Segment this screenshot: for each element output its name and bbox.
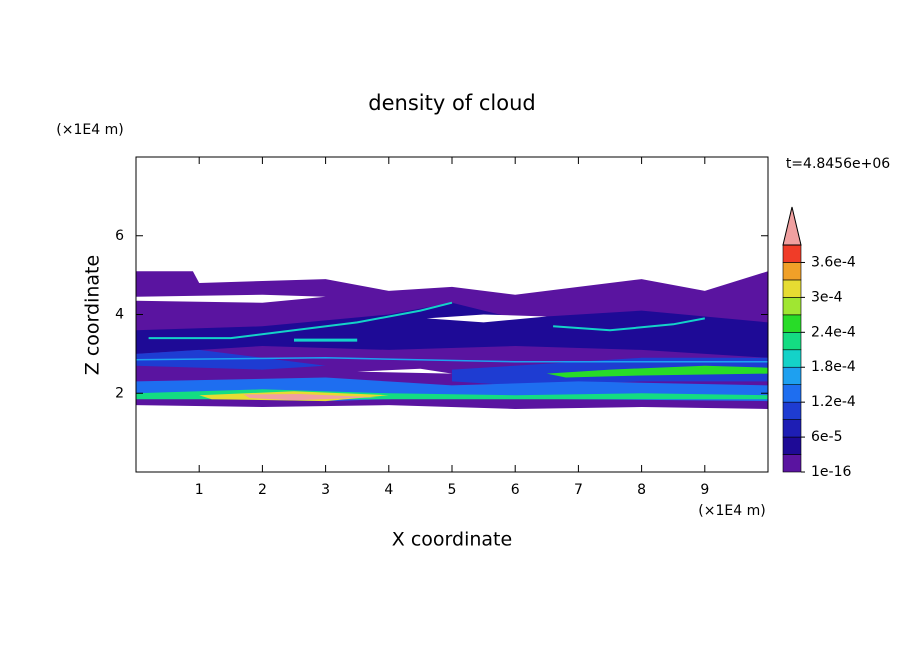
time-label: t=4.8456e+06 <box>786 156 890 172</box>
colorbar-tick-label: 1.8e-4 <box>811 359 856 375</box>
colorbar-tick-label: 6e-5 <box>811 429 842 445</box>
x-tick-label: 9 <box>700 482 709 498</box>
colorbar-tick-label: 2.4e-4 <box>811 324 856 340</box>
y-axis-label: Z coordinate <box>82 255 104 375</box>
contour-streak <box>553 317 705 332</box>
colorbar-box <box>782 279 802 298</box>
contour-region <box>546 365 768 378</box>
colorbar-box <box>782 401 802 420</box>
y-tick-label: 4 <box>115 307 124 323</box>
colorbar-box <box>782 314 802 333</box>
x-tick-label: 5 <box>448 482 457 498</box>
colorbar-box <box>782 349 802 368</box>
contour-region <box>136 349 326 370</box>
contour-streak <box>135 357 768 363</box>
x-tick-label: 6 <box>511 482 520 498</box>
contour-gap <box>426 314 547 323</box>
y-tick-label: 2 <box>115 385 124 401</box>
contour-field <box>135 271 768 411</box>
colorbar-tick-label: 1.2e-4 <box>811 394 856 410</box>
contour-gap <box>136 294 326 303</box>
colorbar-tick-label: 1e-16 <box>811 464 851 480</box>
colorbar-box <box>782 244 802 263</box>
x-tick-label: 7 <box>574 482 583 498</box>
colorbar-box <box>782 332 802 351</box>
contour-streak <box>148 301 453 340</box>
colorbar-box <box>782 366 802 385</box>
x-tick-label: 3 <box>321 482 330 498</box>
colorbar-tick-label: 3.6e-4 <box>811 254 856 270</box>
colorbar-box <box>782 262 802 281</box>
contour-gap <box>357 368 452 374</box>
x-tick-label: 2 <box>258 482 267 498</box>
colorbar-box <box>782 297 802 316</box>
chart-title: density of cloud <box>368 91 535 115</box>
y-unit: (×1E4 m) <box>56 122 123 138</box>
colorbar-box <box>782 454 802 473</box>
colorbar-box <box>782 384 802 403</box>
x-unit: (×1E4 m) <box>698 503 765 519</box>
y-tick-label: 6 <box>115 228 124 244</box>
colorbar-over <box>782 206 802 246</box>
colorbar-tick-label: 3e-4 <box>811 289 843 305</box>
contour-gap <box>186 407 200 411</box>
x-tick-label: 1 <box>195 482 204 498</box>
colorbar-box <box>782 419 802 438</box>
x-axis-label: X coordinate <box>392 529 512 551</box>
colorbar-box <box>782 436 802 455</box>
contour-region <box>243 394 377 401</box>
x-tick-label: 8 <box>637 482 646 498</box>
x-tick-label: 4 <box>384 482 393 498</box>
contour-region <box>136 302 768 358</box>
